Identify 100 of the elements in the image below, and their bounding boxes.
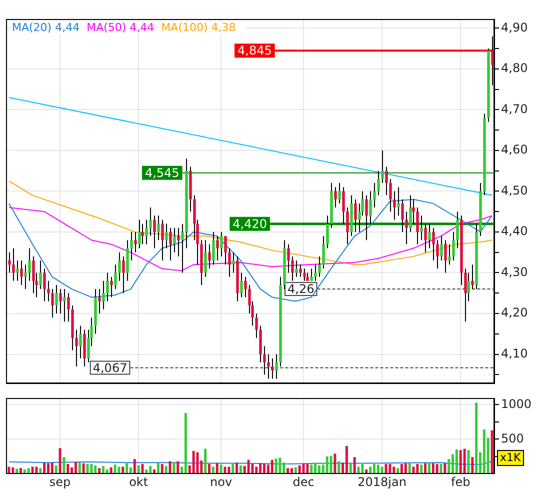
bar — [126, 463, 128, 474]
candlestick — [220, 231, 223, 257]
candlestick — [424, 223, 427, 253]
ref-line-label: 4,26 — [288, 282, 314, 296]
bar — [440, 464, 442, 474]
bar — [62, 457, 66, 474]
candlestick — [181, 223, 184, 274]
candlestick — [295, 260, 298, 278]
bar — [172, 462, 176, 474]
candlestick — [240, 272, 243, 298]
candlestick — [130, 231, 133, 262]
bar — [326, 456, 328, 474]
candlestick — [448, 244, 451, 266]
bar — [302, 464, 305, 474]
candlestick — [47, 280, 50, 302]
y-tick-label: 4,40 — [501, 224, 528, 238]
bar — [420, 464, 423, 474]
bar — [8, 466, 10, 474]
candlestick — [106, 272, 109, 302]
ref-line-label: 4,545 — [144, 166, 180, 180]
bar — [416, 464, 419, 474]
candlestick — [51, 288, 54, 318]
candlestick — [409, 194, 412, 232]
y-tick-label: 4,70 — [501, 102, 528, 116]
bar — [334, 454, 336, 474]
bar — [432, 463, 434, 474]
bar — [436, 464, 438, 474]
y-tick-label: 4,60 — [501, 142, 528, 157]
bar — [380, 466, 384, 474]
ref-line-label: 4,845 — [237, 44, 272, 58]
x-tick-label: okt — [129, 474, 148, 489]
candlestick — [32, 256, 35, 294]
candlestick — [420, 215, 423, 241]
bar — [345, 446, 348, 474]
bar — [314, 462, 317, 474]
bar — [220, 464, 222, 474]
bar — [247, 460, 250, 474]
candlestick — [373, 182, 376, 208]
y-tick-label: 4,20 — [501, 306, 528, 320]
candlestick — [381, 150, 384, 184]
candlestick — [464, 268, 467, 322]
bar — [298, 465, 301, 474]
text: MA(100) 4,38 — [161, 21, 236, 34]
bar — [129, 467, 132, 474]
candlestick — [275, 354, 278, 380]
bar — [94, 465, 97, 474]
candlestick — [412, 198, 415, 224]
bar — [43, 462, 46, 474]
bar — [224, 466, 226, 474]
candlestick — [79, 325, 82, 359]
candlestick — [432, 227, 435, 262]
candlestick — [153, 215, 156, 249]
bar — [228, 466, 230, 474]
bar — [338, 461, 340, 474]
bar — [176, 461, 180, 474]
bar — [239, 465, 242, 474]
bar — [482, 430, 486, 474]
candlestick — [416, 207, 419, 245]
bar — [274, 458, 278, 474]
bar — [270, 460, 274, 474]
bar — [35, 466, 38, 474]
candlestick — [114, 264, 117, 290]
bar — [102, 466, 104, 474]
candlestick — [75, 329, 78, 367]
candlestick — [43, 268, 46, 302]
x-tick-label: dec — [292, 474, 314, 489]
candlestick — [12, 248, 15, 282]
bar — [208, 464, 210, 474]
candlestick — [326, 215, 329, 249]
candlestick — [24, 264, 27, 290]
candlestick — [28, 248, 31, 282]
bar — [318, 465, 320, 474]
bar — [27, 468, 30, 474]
bar — [467, 450, 470, 474]
candlestick — [385, 166, 388, 196]
x-tick-label: nov — [210, 474, 232, 489]
candlestick — [444, 240, 447, 274]
bar — [396, 468, 400, 474]
candlestick — [397, 186, 400, 216]
candlestick — [63, 288, 66, 322]
bar — [455, 449, 458, 474]
bar — [444, 463, 446, 474]
bar — [294, 467, 297, 474]
bar — [90, 464, 93, 474]
bar — [369, 466, 372, 474]
candlestick — [471, 264, 474, 290]
candlestick — [173, 227, 176, 253]
candlestick — [354, 198, 357, 232]
candlestick — [161, 219, 164, 262]
bar — [20, 468, 22, 474]
bar — [278, 458, 282, 474]
bar — [404, 463, 407, 474]
candlestick — [216, 236, 219, 262]
bar — [372, 464, 376, 474]
candlestick — [377, 170, 380, 196]
text: MA(20) 4,44 — [12, 21, 80, 34]
candlestick — [110, 276, 113, 298]
bar — [82, 463, 85, 474]
candlestick — [16, 260, 19, 282]
bar — [156, 462, 160, 474]
